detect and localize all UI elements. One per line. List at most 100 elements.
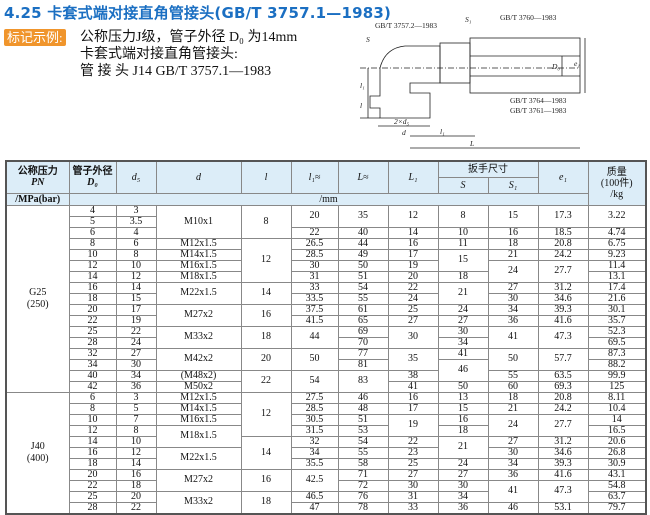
cell-S: 21	[437, 281, 489, 305]
table-row: 18 15 33.5 55 24 30 34.6 21.6	[6, 292, 647, 305]
cell-L1: 19	[387, 413, 439, 437]
cell-l: 16	[240, 303, 292, 327]
cell-L: 71	[337, 468, 389, 481]
header-d5: d₅	[115, 160, 157, 194]
cell-e1: 31.2	[537, 435, 589, 448]
cell-L: 49	[337, 248, 389, 261]
header-l1: l₁≈	[290, 160, 339, 194]
cell-d: M42x2	[155, 347, 242, 371]
cell-mass: 6.75	[587, 237, 647, 250]
cell-L1: 35	[387, 347, 439, 371]
cell-e1: 17.3	[537, 204, 589, 228]
cell-d: M22x1.5	[155, 446, 242, 470]
cell-S: 18	[437, 270, 489, 283]
cell-mass: 26.8	[587, 446, 647, 459]
dim-label: D₀	[551, 62, 560, 71]
cell-S1: 30	[487, 446, 539, 459]
cell-e1: 34.6	[537, 446, 589, 459]
std-label: GB/T 3761—1983	[510, 106, 567, 115]
cell-e1: 41.6	[537, 468, 589, 481]
cell-l: 12	[240, 391, 292, 437]
example-tag: 标记示例:	[4, 29, 66, 46]
page-title: 4.25 卡套式端对接直角管接头(GB/T 3757.1—1983)	[4, 4, 392, 22]
cell-d5: 10	[115, 435, 157, 448]
cell-S: 8	[437, 204, 489, 228]
cell-L1: 16	[387, 237, 439, 250]
cell-d: M33x2	[155, 325, 242, 349]
cell-S1: 36	[487, 314, 539, 327]
cell-S: 24	[437, 303, 489, 316]
cell-S1: 21	[487, 248, 539, 261]
cell-L: 81	[337, 358, 389, 371]
cell-S1: 18	[487, 391, 539, 404]
example-lines: 公称压力J级，管子外径 D₀ 为14mm 卡套式端对接直角管接头: 管 接 头 …	[80, 29, 297, 80]
cell-d5: 8	[115, 248, 157, 261]
cell-d: M14x1.5	[155, 248, 242, 261]
cell-d0: 20	[68, 468, 117, 481]
cell-d: M50x2	[155, 380, 242, 393]
cell-mass: 30.1	[587, 303, 647, 316]
cell-L1: 30	[387, 479, 439, 492]
cell-mass: 99.9	[587, 369, 647, 382]
cell-mass: 54.8	[587, 479, 647, 492]
cell-l: 18	[240, 325, 292, 349]
dim-label: d	[402, 128, 406, 137]
table-row: 10 7 M16x1.5 30.5 51 19 16 24 27.7 14	[6, 413, 647, 437]
cell-l1: 35.5	[290, 457, 339, 470]
cell-S: 15	[437, 402, 489, 415]
dim-label: l₁	[360, 81, 365, 90]
cell-S: 34	[437, 490, 489, 503]
cell-l1: 50	[290, 347, 339, 371]
header-l: l	[240, 160, 292, 194]
cell-L: 55	[337, 292, 389, 305]
cell-e1: 24.2	[537, 248, 589, 261]
dim-label: l₁	[440, 127, 445, 136]
cell-d0: 16	[68, 446, 117, 459]
table-row: 14 10 14 32 54 22 21 27 31.2 20.6	[6, 435, 647, 470]
cell-L: 54	[337, 281, 389, 294]
header-L1: L₁	[387, 160, 439, 194]
table-body: G25 (250) 4 3 M10x1 8 20 35 12 8 15 17.3 3.22 5 3.5 6 4…	[5, 204, 647, 514]
cell-S: 50	[437, 380, 489, 393]
cell-L1: 38	[387, 369, 439, 382]
cell-d0: 18	[68, 457, 117, 470]
cell-S: 11	[437, 237, 489, 250]
example-line: 卡套式端对接直角管接头:	[80, 47, 238, 62]
cell-d0: 8	[68, 402, 117, 415]
cell-mass: 17.4	[587, 281, 647, 294]
cell-L: 51	[337, 413, 389, 426]
cell-l: 14	[240, 281, 292, 305]
cell-S1: 50	[487, 347, 539, 371]
cell-l1: 26.5	[290, 237, 339, 250]
cell-l1: 27.5	[290, 391, 339, 404]
cell-L: 48	[337, 402, 389, 415]
cell-d5: 4	[115, 226, 157, 239]
table-row: 34 30 81 46 88.2	[6, 358, 647, 382]
dim-label: L	[469, 139, 474, 148]
cell-S1: 41	[487, 479, 539, 503]
cell-mass: 30.9	[587, 457, 647, 470]
cell-S: 30	[437, 479, 489, 492]
cell-S1: 18	[487, 237, 539, 250]
cell-l1: 34	[290, 446, 339, 459]
cell-S: 15	[437, 248, 489, 272]
dim-label: S₁	[465, 15, 472, 24]
cell-l1: 22	[290, 226, 339, 239]
cell-d: M12x1.5	[155, 237, 242, 250]
cell-d5: 27	[115, 347, 157, 360]
cell-d5: 14	[115, 457, 157, 470]
table-row: 28 24 70 34 69.5	[6, 336, 647, 349]
header-units: /mm	[68, 192, 589, 206]
cell-d5: 10	[115, 259, 157, 272]
cell-L1: 19	[387, 259, 439, 272]
cell-S: 27	[437, 314, 489, 327]
table-row: 18 14 35.5 58 25 24 34 39.3 30.9	[6, 457, 647, 470]
cell-mass: 125	[587, 380, 647, 393]
dim-label: l	[360, 101, 362, 110]
header-d: d	[155, 160, 242, 194]
cell-d0: 6	[68, 226, 117, 239]
cell-L1: 27	[387, 468, 439, 481]
cell-L: 54	[337, 435, 389, 448]
cell-L: 55	[337, 446, 389, 459]
table-row: 12 10 M16x1.5 30 50 19 24 27.7 11.4	[6, 259, 647, 283]
